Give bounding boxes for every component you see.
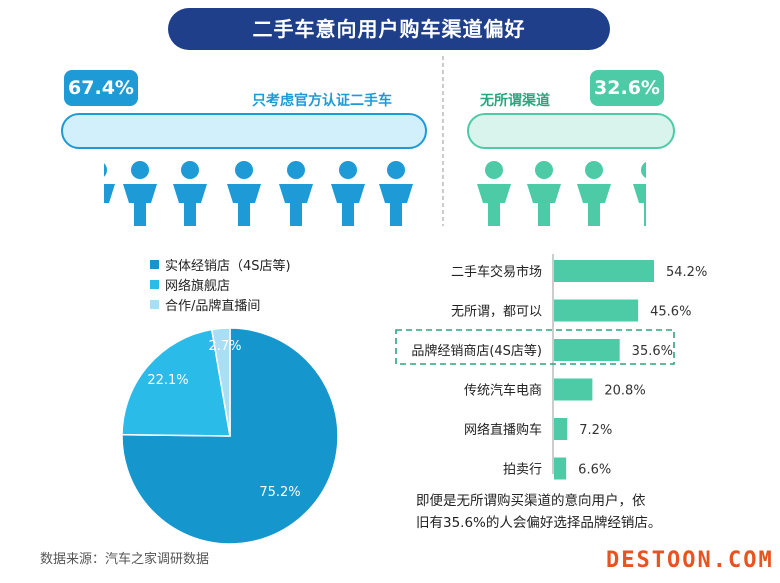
- bar-category-label: 传统汽车电商: [464, 383, 542, 399]
- bar: [554, 378, 593, 401]
- person-icon: [227, 161, 261, 226]
- person-icon: [379, 161, 413, 226]
- bar-category-label: 品牌经销商店(4S店等): [411, 343, 542, 359]
- page-title: 二手车意向用户购车渠道偏好: [168, 8, 610, 50]
- pie-slice-label: 2.7%: [208, 339, 241, 354]
- bar-value-label: 54.2%: [666, 265, 707, 280]
- bar-category-label: 网络直播购车: [464, 422, 542, 438]
- bar-value-label: 6.6%: [578, 463, 611, 478]
- bar: [554, 339, 620, 361]
- legend-label: 网络旗舰店: [165, 278, 231, 294]
- highlight-box: [395, 329, 675, 365]
- pie-slice: [210, 327, 231, 437]
- note-line-2: 旧有35.6%的人会偏好选择品牌经销店。: [416, 515, 662, 531]
- person-icon: [633, 161, 646, 226]
- left-percent-badge: 67.4%: [64, 70, 138, 106]
- right-percent-badge: 32.6%: [590, 70, 664, 106]
- pie-slice-label: 22.1%: [147, 373, 188, 388]
- legend-swatch: [150, 259, 159, 269]
- person-icon: [173, 161, 207, 226]
- legend-item-livestream: 合作/品牌直播间: [150, 294, 291, 314]
- bar: [554, 457, 567, 480]
- bar: [554, 260, 654, 282]
- bar: [554, 418, 568, 440]
- bar-chart: 二手车交易市场 54.2% 无所谓，都可以 45.6% 品牌经销商店(4S店等) 35.6…: [395, 254, 707, 480]
- person-icon: [577, 161, 611, 226]
- legend-item-online-flagship: 网络旗舰店: [150, 274, 291, 294]
- bar-value-label: 45.6%: [650, 305, 691, 320]
- bar-category-label: 无所谓，都可以: [451, 305, 542, 320]
- bar-value-label: 20.8%: [604, 384, 645, 399]
- bar-value-label: 7.2%: [579, 423, 612, 438]
- person-icon: [279, 161, 313, 226]
- pie-slice: [121, 328, 231, 437]
- bar-value-label: 35.6%: [632, 344, 673, 359]
- note-line-1: 即便是无所谓购买渠道的意向用户，依: [416, 493, 646, 509]
- bar-category-label: 拍卖行: [503, 463, 542, 478]
- bar-category-label: 二手车交易市场: [451, 264, 542, 280]
- right-segment-label: 无所谓渠道: [480, 93, 550, 109]
- pie-slice-label: 75.2%: [259, 485, 300, 500]
- person-icon: [527, 161, 561, 226]
- left-segment-label: 只考虑官方认证二手车: [252, 93, 392, 109]
- legend-swatch: [150, 299, 159, 309]
- pie-chart: 75.2% 22.1% 2.7%: [121, 327, 339, 545]
- person-icon: [477, 161, 511, 226]
- legend-swatch: [150, 279, 159, 289]
- pie-legend: 实体经销店（4S店等) 网络旗舰店 合作/品牌直播间: [150, 254, 291, 314]
- people-graphic: [61, 56, 675, 226]
- pie-slice: [121, 327, 339, 545]
- bar: [554, 299, 639, 322]
- data-source: 数据来源：汽车之家调研数据: [40, 552, 210, 567]
- legend-label: 合作/品牌直播间: [165, 298, 261, 314]
- person-icon: [104, 163, 115, 226]
- right-share-bar: [467, 113, 675, 149]
- left-share-bar: [61, 113, 427, 149]
- watermark: DESTOON.COM: [606, 548, 774, 573]
- person-icon: [123, 161, 157, 226]
- legend-label: 实体经销店（4S店等): [165, 258, 291, 274]
- person-icon: [331, 161, 365, 226]
- note-text: 即便是无所谓购买渠道的意向用户，依 旧有35.6%的人会偏好选择品牌经销店。: [416, 490, 661, 534]
- legend-item-physical-dealer: 实体经销店（4S店等): [150, 254, 291, 274]
